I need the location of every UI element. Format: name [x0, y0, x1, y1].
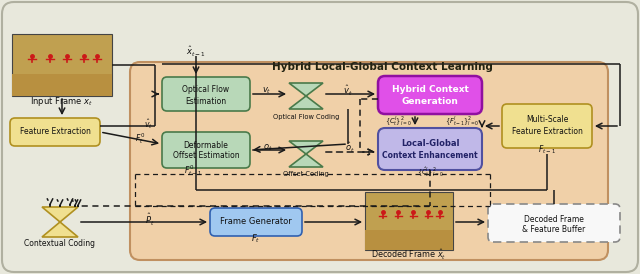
FancyBboxPatch shape [210, 208, 302, 236]
FancyBboxPatch shape [502, 104, 592, 148]
Text: Optical Flow: Optical Flow [182, 85, 230, 95]
Text: Contextual Coding: Contextual Coding [24, 239, 95, 249]
Text: Offset Coding: Offset Coding [283, 171, 329, 177]
Polygon shape [289, 83, 323, 109]
Polygon shape [42, 207, 78, 237]
Text: Feature Extraction: Feature Extraction [20, 127, 90, 136]
Text: $\hat{v}_t$: $\hat{v}_t$ [343, 84, 353, 98]
Text: $v_t$: $v_t$ [262, 86, 272, 96]
Text: Multi-Scale: Multi-Scale [526, 116, 568, 124]
Bar [12, 74, 112, 96]
Text: Hybrid Local-Global Context Learning: Hybrid Local-Global Context Learning [271, 62, 492, 72]
Text: $F_t^0$: $F_t^0$ [135, 132, 145, 146]
Text: Offset Estimation: Offset Estimation [173, 152, 239, 161]
Text: $\hat{x}_{t-1}$: $\hat{x}_{t-1}$ [186, 45, 206, 59]
Text: Input Frame $x_t$: Input Frame $x_t$ [31, 95, 93, 107]
Text: Feature Extraction: Feature Extraction [511, 127, 582, 136]
Bar [12, 34, 112, 96]
Text: $F_{t-1}$: $F_{t-1}$ [538, 144, 556, 156]
Text: Generation: Generation [401, 98, 458, 107]
FancyBboxPatch shape [10, 118, 100, 146]
Text: $o_t$: $o_t$ [263, 143, 273, 153]
FancyBboxPatch shape [130, 62, 608, 260]
Text: & Feature Buffer: & Feature Buffer [522, 226, 586, 235]
Polygon shape [289, 141, 323, 167]
Text: Local-Global: Local-Global [401, 139, 460, 149]
Text: Frame Generator: Frame Generator [220, 218, 292, 227]
Text: $\{F_{t-1}^l\}_{l=0}^2$: $\{F_{t-1}^l\}_{l=0}^2$ [445, 114, 479, 128]
Text: Decoded Frame $\hat{x}_t$: Decoded Frame $\hat{x}_t$ [371, 248, 447, 262]
FancyBboxPatch shape [378, 128, 482, 170]
Text: $F_{t-1}^0$: $F_{t-1}^0$ [184, 164, 202, 178]
Text: Decoded Frame: Decoded Frame [524, 215, 584, 224]
Text: $\hat{P}_t$: $\hat{P}_t$ [145, 212, 155, 228]
Text: Estimation: Estimation [186, 96, 227, 105]
Text: $\{C_t^l\}_{l=0}^2$: $\{C_t^l\}_{l=0}^2$ [385, 114, 412, 128]
Text: Hybrid Context: Hybrid Context [392, 85, 468, 95]
Text: $\hat{v}_t$: $\hat{v}_t$ [143, 117, 152, 131]
Text: Optical Flow Coding: Optical Flow Coding [273, 114, 339, 120]
FancyBboxPatch shape [488, 204, 620, 242]
FancyBboxPatch shape [378, 76, 482, 114]
FancyBboxPatch shape [162, 77, 250, 111]
FancyBboxPatch shape [162, 132, 250, 168]
Text: Context Enhancement: Context Enhancement [382, 152, 478, 161]
Bar [365, 230, 453, 250]
Text: Deformable: Deformable [184, 141, 228, 150]
Text: $\{\hat{C}_t^l\}_{l=0}^2$: $\{\hat{C}_t^l\}_{l=0}^2$ [417, 165, 444, 179]
Text: $F_t$: $F_t$ [252, 233, 260, 245]
Bar [365, 192, 453, 250]
FancyBboxPatch shape [2, 2, 638, 272]
Text: $\hat{o}_t$: $\hat{o}_t$ [345, 141, 355, 155]
